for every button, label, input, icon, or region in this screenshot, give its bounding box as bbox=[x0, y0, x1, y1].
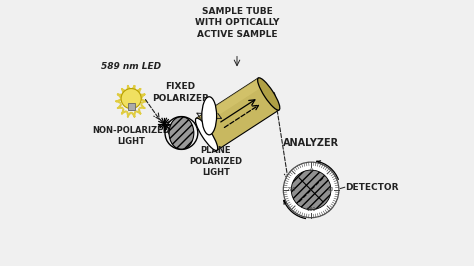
Circle shape bbox=[121, 89, 141, 109]
Text: ANALYZER: ANALYZER bbox=[283, 138, 339, 148]
Text: 270: 270 bbox=[287, 187, 296, 192]
Text: 589 nm LED: 589 nm LED bbox=[101, 62, 161, 71]
Text: PLANE
POLARIZED
LIGHT: PLANE POLARIZED LIGHT bbox=[189, 146, 242, 177]
Ellipse shape bbox=[257, 78, 280, 110]
FancyBboxPatch shape bbox=[128, 103, 135, 110]
Text: FIXED
POLARIZER: FIXED POLARIZER bbox=[152, 82, 209, 103]
Circle shape bbox=[291, 170, 331, 210]
Text: 90: 90 bbox=[328, 187, 334, 192]
Text: 180: 180 bbox=[306, 207, 316, 212]
Text: DETECTOR: DETECTOR bbox=[346, 183, 399, 192]
Text: SAMPLE TUBE
WITH OPTICALLY
ACTIVE SAMPLE: SAMPLE TUBE WITH OPTICALLY ACTIVE SAMPLE bbox=[195, 7, 279, 39]
Ellipse shape bbox=[195, 118, 218, 151]
Polygon shape bbox=[196, 78, 279, 150]
Text: NON-POLARIZED
LIGHT: NON-POLARIZED LIGHT bbox=[92, 126, 170, 147]
Text: 0: 0 bbox=[310, 168, 313, 173]
Ellipse shape bbox=[202, 97, 217, 135]
Circle shape bbox=[283, 162, 339, 218]
Ellipse shape bbox=[169, 117, 194, 149]
Polygon shape bbox=[196, 78, 264, 126]
